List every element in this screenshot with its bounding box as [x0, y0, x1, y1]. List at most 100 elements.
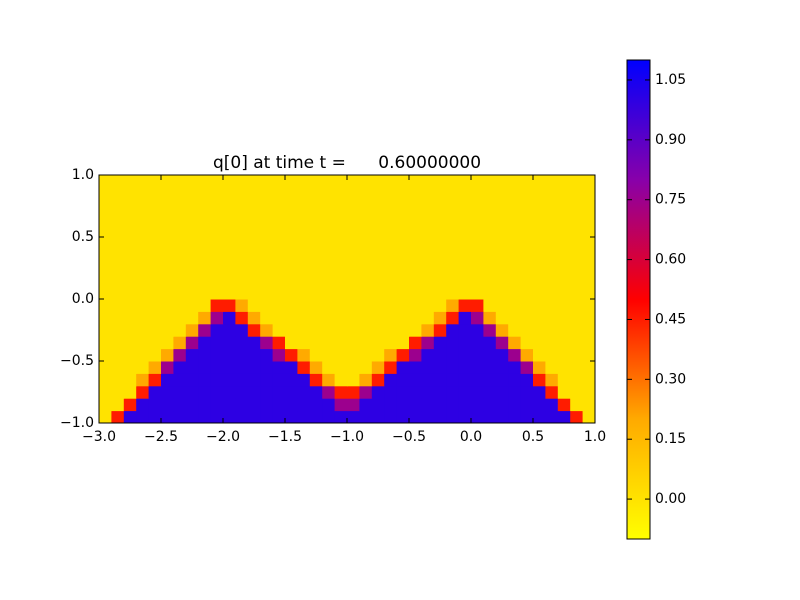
heatmap-cell	[471, 212, 484, 226]
heatmap-cell	[285, 398, 298, 412]
heatmap-cell	[471, 398, 484, 412]
heatmap-cell	[272, 249, 286, 263]
heatmap-cell	[421, 224, 435, 238]
heatmap-cell	[260, 175, 274, 188]
colorbar-tick-label: 0.15	[655, 431, 686, 447]
heatmap-cell	[471, 336, 484, 350]
heatmap-cell	[371, 249, 385, 263]
heatmap-cell	[272, 286, 286, 300]
heatmap-cell	[235, 373, 249, 387]
heatmap-cell	[483, 398, 497, 412]
heatmap-cell	[285, 224, 298, 238]
heatmap-cell	[421, 398, 435, 412]
heatmap-cell	[495, 261, 509, 275]
heatmap-cell	[173, 249, 187, 263]
heatmap-cell	[582, 237, 596, 250]
heatmap-cell	[533, 373, 546, 387]
heatmap-cell	[272, 311, 286, 325]
heatmap-cell	[210, 361, 224, 374]
heatmap-cell	[384, 261, 398, 275]
heatmap-cell	[520, 410, 534, 424]
heatmap-cell	[520, 286, 534, 300]
heatmap-cell	[136, 299, 150, 312]
heatmap-cell	[99, 336, 112, 350]
heatmap-cell	[495, 299, 509, 312]
heatmap-cell	[483, 187, 497, 201]
heatmap-cell	[396, 199, 410, 213]
heatmap-cell	[483, 299, 497, 312]
heatmap-cell	[235, 199, 249, 213]
heatmap-cell	[347, 187, 360, 201]
heatmap-cell	[185, 299, 199, 312]
heatmap-cell	[545, 348, 559, 362]
heatmap-cell	[396, 212, 410, 226]
heatmap-cell	[309, 323, 323, 337]
heatmap-cell	[111, 249, 125, 263]
heatmap-cell	[173, 261, 187, 275]
heatmap-cell	[421, 348, 435, 362]
heatmap-cell	[359, 398, 373, 412]
heatmap-cell	[508, 249, 522, 263]
heatmap-cell	[508, 311, 522, 325]
heatmap-cell	[334, 261, 348, 275]
heatmap-cell	[483, 175, 497, 188]
heatmap-cell	[520, 323, 534, 337]
heatmap-cell	[557, 261, 571, 275]
heatmap-cell	[433, 187, 447, 201]
heatmap-cell	[471, 311, 484, 325]
heatmap-cell	[557, 199, 571, 213]
heatmap-cell	[409, 274, 422, 288]
heatmap-cell	[322, 274, 336, 288]
heatmap-cell	[384, 398, 398, 412]
heatmap-cell	[495, 373, 509, 387]
heatmap-cell	[557, 286, 571, 300]
heatmap-cell	[384, 336, 398, 350]
heatmap-cell	[297, 274, 311, 288]
heatmap-cell	[235, 299, 249, 312]
heatmap-cell	[99, 361, 112, 374]
heatmap-cell	[309, 274, 323, 288]
heatmap-cell	[520, 175, 534, 188]
heatmap-cell	[99, 311, 112, 325]
heatmap-cell	[185, 274, 199, 288]
heatmap-cell	[371, 336, 385, 350]
heatmap-cell	[161, 224, 174, 238]
heatmap-cell	[136, 261, 150, 275]
heatmap-cell	[520, 237, 534, 250]
heatmap-cell	[570, 361, 584, 374]
heatmap-cell	[471, 224, 484, 238]
heatmap-cell	[223, 348, 236, 362]
heatmap-cell	[297, 336, 311, 350]
heatmap-cell	[322, 187, 336, 201]
heatmap-cell	[198, 237, 212, 250]
heatmap-cell	[334, 175, 348, 188]
heatmap-cell	[161, 323, 174, 337]
heatmap-cell	[396, 261, 410, 275]
heatmap-cell	[582, 323, 596, 337]
heatmap-cell	[347, 249, 360, 263]
heatmap-cell	[359, 175, 373, 188]
heatmap-cell	[272, 299, 286, 312]
colorbar-tick-label: 0.75	[655, 192, 686, 208]
heatmap-cell	[272, 373, 286, 387]
heatmap-cell	[334, 286, 348, 300]
heatmap-cell	[223, 237, 236, 250]
heatmap-cell	[520, 373, 534, 387]
heatmap-cell	[185, 385, 199, 399]
heatmap-cell	[533, 336, 546, 350]
heatmap-cell	[185, 261, 199, 275]
heatmap-cell	[247, 274, 261, 288]
heatmap-cell	[371, 361, 385, 374]
heatmap-cell	[557, 385, 571, 399]
heatmap-cell	[198, 212, 212, 226]
heatmap-cell	[247, 299, 261, 312]
heatmap-cell	[433, 237, 447, 250]
heatmap-cell	[123, 175, 137, 188]
heatmap-cell	[421, 311, 435, 325]
heatmap-cell	[247, 237, 261, 250]
heatmap-cell	[260, 348, 274, 362]
heatmap-cell	[371, 187, 385, 201]
heatmap-cell	[247, 199, 261, 213]
heatmap-cell	[111, 187, 125, 201]
heatmap-cell	[446, 286, 460, 300]
